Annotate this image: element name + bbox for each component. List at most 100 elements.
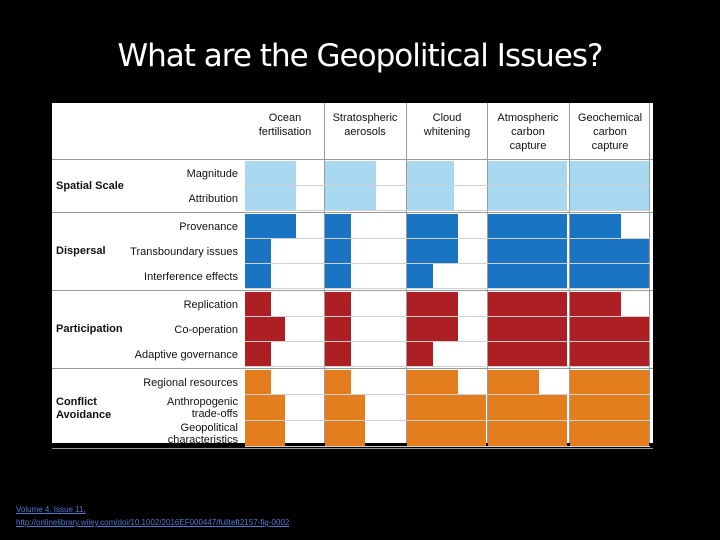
cell-fill-bar [245,342,272,366]
column-divider [649,103,650,443]
row-label: Provenance [112,221,238,233]
cell-fill-bar [570,317,649,341]
matrix-cell [570,421,649,446]
row-label-line: Magnitude [186,167,238,180]
row-label-line: Attribution [188,192,238,205]
row-label: Attribution [112,193,238,205]
group-label-line: Spatial Scale [56,179,124,192]
matrix-cell [407,186,486,210]
cell-fill-bar [570,161,649,185]
assessment-matrix: Ocean fertilisation Stratospheric aerosols C… [52,103,653,449]
matrix-cell [570,186,649,210]
cell-fill-bar [407,239,459,263]
column-header: Cloud whitening [407,111,487,139]
matrix-cell [325,186,404,210]
row-label-line: Geopolitical [180,422,238,434]
header-divider [52,159,653,160]
matrix-cell [407,264,486,288]
cell-fill-bar [488,395,567,420]
row-label-line: Transboundary issues [130,245,238,258]
column-header-line: carbon [511,126,545,138]
source-volume[interactable]: Volume 4, Issue 11, [16,505,86,514]
source-citation[interactable]: Volume 4, Issue 11, http://onlinelibrary… [16,503,289,529]
matrix-cell [245,421,324,446]
row-label: Interference effects [112,271,238,283]
group-label: Spatial Scale [56,180,124,193]
matrix-cell [407,421,486,446]
column-divider [569,103,570,443]
row-label: Co-operation [112,324,238,336]
cell-fill-bar [407,395,486,420]
column-divider [324,103,325,443]
matrix-cell [570,239,649,263]
cell-fill-bar [570,239,649,263]
cell-fill-bar [570,186,649,210]
cell-fill-bar [488,370,540,394]
slide-title: What are the Geopolitical Issues? [117,38,604,74]
matrix-cell [570,214,649,238]
matrix-cell [407,239,486,263]
row-label-line: Replication [183,298,238,311]
cell-fill-bar [407,264,434,288]
matrix-cell [407,214,486,238]
matrix-cell [245,186,324,210]
row-label-line: Regional resources [143,376,238,389]
matrix-cell [325,264,404,288]
row-label: Transboundary issues [112,246,238,258]
row-divider [245,288,650,289]
matrix-cell [245,161,324,185]
row-divider [245,316,650,317]
matrix-cell [570,161,649,185]
matrix-cell [570,264,649,288]
cell-fill-bar [325,342,352,366]
group-divider [52,448,653,449]
matrix-cell [488,186,567,210]
matrix-cell [570,370,649,394]
matrix-cell [245,214,324,238]
matrix-cell [407,161,486,185]
cell-fill-bar [570,214,622,238]
column-header-line: capture [509,140,547,152]
matrix-cell [325,421,404,446]
cell-fill-bar [488,421,567,446]
cell-fill-bar [325,264,352,288]
matrix-cell [488,395,567,420]
cell-fill-bar [325,292,352,316]
cell-fill-bar [325,317,352,341]
group-label-line: Participation [56,323,123,335]
column-header-line: aerosols [344,126,386,138]
cell-fill-bar [407,186,455,210]
cell-fill-bar [407,317,459,341]
cell-fill-bar [570,292,622,316]
column-header-line: carbon [593,126,627,138]
matrix-cell [407,292,486,316]
matrix-cell [488,370,567,394]
column-header: Atmospheric carbon capture [488,111,568,153]
cell-fill-bar [245,395,285,420]
cell-fill-bar [407,421,486,446]
row-divider [245,185,650,186]
source-url[interactable]: http://onlinelibrary.wiley.com/doi/10.10… [16,518,290,527]
matrix-cell [488,239,567,263]
column-header-line: Stratospheric [332,112,398,124]
column-header: Ocean fertilisation [245,111,325,139]
cell-fill-bar [488,292,567,316]
cell-fill-bar [325,239,352,263]
cell-fill-bar [245,161,297,185]
column-header-line: Cloud [432,112,462,124]
group-divider [52,290,653,291]
matrix-cell [488,161,567,185]
cell-fill-bar [245,370,272,394]
matrix-cell [325,342,404,366]
column-header-line: fertilisation [258,126,312,138]
row-label-line: Anthropogenic [167,396,238,408]
matrix-cell [488,292,567,316]
cell-fill-bar [488,264,567,288]
matrix-cell [407,370,486,394]
row-divider [245,210,650,211]
column-divider [487,103,488,443]
group-label: Participation [56,323,123,336]
matrix-cell [488,421,567,446]
matrix-cell [570,317,649,341]
cell-fill-bar [488,239,567,263]
